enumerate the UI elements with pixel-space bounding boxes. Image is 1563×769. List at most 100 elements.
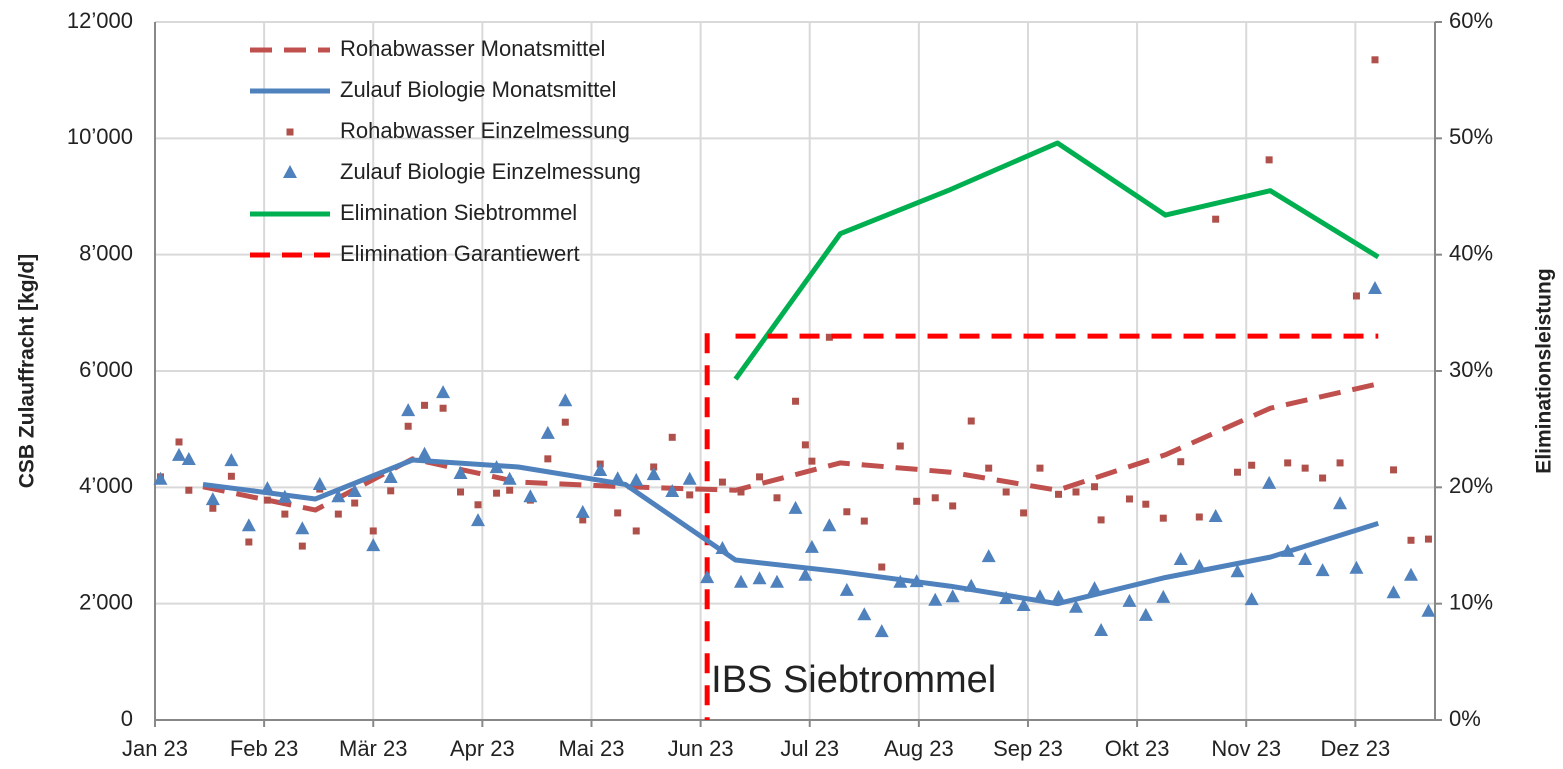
data-point bbox=[1051, 589, 1066, 603]
data-point bbox=[263, 496, 271, 504]
data-point bbox=[1142, 500, 1150, 508]
data-point bbox=[874, 624, 889, 638]
data-point bbox=[1280, 543, 1295, 557]
x-tick-label: Apr 23 bbox=[450, 736, 515, 761]
data-point bbox=[1403, 567, 1418, 581]
series-line bbox=[202, 457, 1380, 607]
data-point bbox=[298, 542, 306, 550]
x-tick-label: Jan 23 bbox=[122, 736, 188, 761]
data-point bbox=[1265, 156, 1273, 164]
data-point bbox=[769, 574, 784, 588]
data-point bbox=[260, 481, 275, 495]
y-tick-label: 4’000 bbox=[79, 473, 133, 498]
data-point bbox=[281, 510, 289, 518]
y2-tick-label: 40% bbox=[1449, 240, 1493, 265]
data-point bbox=[1195, 513, 1203, 521]
x-tick-label: Sep 23 bbox=[993, 736, 1063, 761]
data-point bbox=[1301, 464, 1309, 472]
data-point bbox=[981, 549, 996, 563]
data-point bbox=[175, 438, 183, 446]
y-tick-label: 10’000 bbox=[67, 124, 133, 149]
y2-tick-label: 50% bbox=[1449, 124, 1493, 149]
y2-tick-label: 30% bbox=[1449, 357, 1493, 382]
data-point bbox=[493, 489, 501, 497]
x-tick-label: Okt 23 bbox=[1105, 736, 1170, 761]
data-point bbox=[245, 538, 253, 546]
data-point bbox=[436, 385, 451, 399]
data-point bbox=[700, 570, 715, 584]
legend-marker bbox=[286, 128, 294, 136]
data-point bbox=[474, 501, 482, 509]
data-point bbox=[1055, 490, 1063, 498]
legend-label: Zulauf Biologie Einzelmessung bbox=[340, 159, 641, 184]
data-point bbox=[650, 463, 658, 471]
data-point bbox=[614, 509, 622, 517]
data-point bbox=[804, 539, 819, 553]
data-point bbox=[1068, 599, 1083, 613]
legend-label: Elimination Siebtrommel bbox=[340, 200, 577, 225]
y2-tick-label: 0% bbox=[1449, 706, 1481, 731]
data-point bbox=[909, 574, 924, 588]
y-tick-label: 2’000 bbox=[79, 589, 133, 614]
data-point bbox=[1230, 564, 1245, 578]
data-point bbox=[421, 401, 429, 409]
data-point bbox=[387, 487, 395, 495]
y-tick-label: 8’000 bbox=[79, 240, 133, 265]
y-tick-label: 0 bbox=[121, 706, 133, 731]
data-point bbox=[860, 517, 868, 525]
data-point bbox=[181, 451, 196, 465]
data-point bbox=[1156, 589, 1171, 603]
data-point bbox=[665, 483, 680, 497]
data-point bbox=[686, 491, 694, 499]
data-point bbox=[417, 446, 432, 460]
data-point bbox=[439, 404, 447, 412]
data-point bbox=[1367, 280, 1382, 294]
data-point bbox=[682, 471, 697, 485]
data-point bbox=[172, 447, 187, 461]
data-point bbox=[209, 504, 217, 512]
data-point bbox=[808, 457, 816, 465]
data-point bbox=[593, 463, 608, 477]
data-point bbox=[558, 393, 573, 407]
legend-label: Zulauf Biologie Monatsmittel bbox=[340, 77, 616, 102]
data-point bbox=[788, 500, 803, 514]
data-point bbox=[369, 527, 377, 535]
legend-label: Rohabwasser Monatsmittel bbox=[340, 36, 605, 61]
data-point bbox=[1390, 466, 1398, 474]
data-point bbox=[839, 582, 854, 596]
data-point bbox=[733, 574, 748, 588]
series-line bbox=[733, 140, 1380, 381]
data-point bbox=[1159, 514, 1167, 522]
data-point bbox=[295, 521, 310, 535]
data-point bbox=[1298, 552, 1313, 566]
data-point bbox=[1212, 215, 1220, 223]
y2-tick-label: 20% bbox=[1449, 473, 1493, 498]
data-point bbox=[1407, 536, 1415, 544]
data-point bbox=[1138, 607, 1153, 621]
data-point bbox=[896, 442, 904, 450]
y2-axis-title: Eliminationsleistung bbox=[1533, 268, 1556, 473]
legend-label: Elimination Garantiewert bbox=[340, 241, 580, 266]
data-point bbox=[945, 589, 960, 603]
data-point bbox=[985, 464, 993, 472]
data-point bbox=[1319, 474, 1327, 482]
data-point bbox=[756, 473, 764, 481]
data-point bbox=[967, 417, 975, 425]
data-point bbox=[1016, 597, 1031, 611]
data-point bbox=[1208, 508, 1223, 522]
data-point bbox=[502, 471, 517, 485]
data-point bbox=[1352, 292, 1360, 300]
data-point bbox=[1333, 496, 1348, 510]
data-point bbox=[737, 488, 745, 496]
data-point bbox=[773, 494, 781, 502]
data-point bbox=[1036, 464, 1044, 472]
x-tick-label: Jul 23 bbox=[780, 736, 839, 761]
data-point bbox=[1032, 589, 1047, 603]
data-point bbox=[1336, 459, 1344, 467]
data-point bbox=[718, 478, 726, 486]
data-point bbox=[1097, 516, 1105, 524]
data-point bbox=[523, 489, 538, 503]
x-tick-label: Mär 23 bbox=[339, 736, 407, 761]
data-point bbox=[312, 477, 327, 491]
